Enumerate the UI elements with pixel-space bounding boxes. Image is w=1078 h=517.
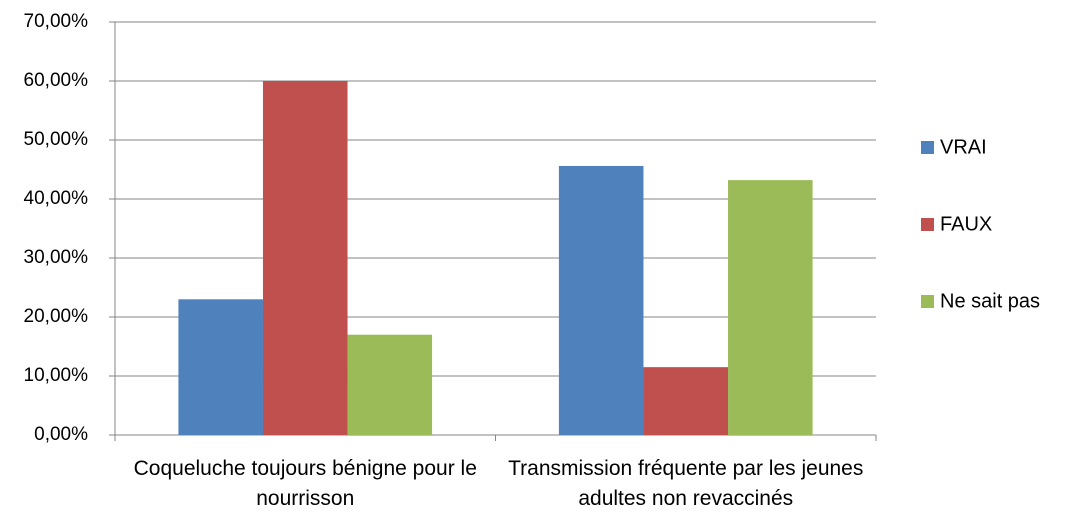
legend-label: FAUX bbox=[940, 213, 992, 235]
x-tick-label: Coqueluche toujours bénigne pour le nour… bbox=[133, 457, 477, 510]
legend-swatch bbox=[921, 141, 934, 154]
x-tick-label: Transmission fréquente par les jeunes ad… bbox=[508, 457, 864, 510]
bar bbox=[728, 180, 813, 435]
bar bbox=[643, 367, 729, 435]
legend-swatch bbox=[921, 218, 934, 231]
y-tick-label: 50,00% bbox=[24, 129, 89, 150]
y-tick-label: 60,00% bbox=[24, 70, 89, 91]
bar bbox=[262, 81, 348, 435]
y-tick-label: 10,00% bbox=[24, 365, 89, 386]
y-tick-label: 30,00% bbox=[24, 247, 89, 268]
bar bbox=[347, 334, 433, 435]
legend-label: VRAI bbox=[940, 136, 987, 158]
y-tick-label: 0,00% bbox=[34, 424, 88, 445]
bar bbox=[178, 299, 263, 435]
y-tick-label: 20,00% bbox=[24, 306, 89, 327]
bar bbox=[558, 165, 644, 435]
legend-swatch bbox=[921, 295, 934, 308]
legend-label: Ne sait pas bbox=[940, 290, 1040, 312]
y-tick-label: 40,00% bbox=[24, 188, 89, 209]
y-tick-label: 70,00% bbox=[24, 11, 89, 32]
